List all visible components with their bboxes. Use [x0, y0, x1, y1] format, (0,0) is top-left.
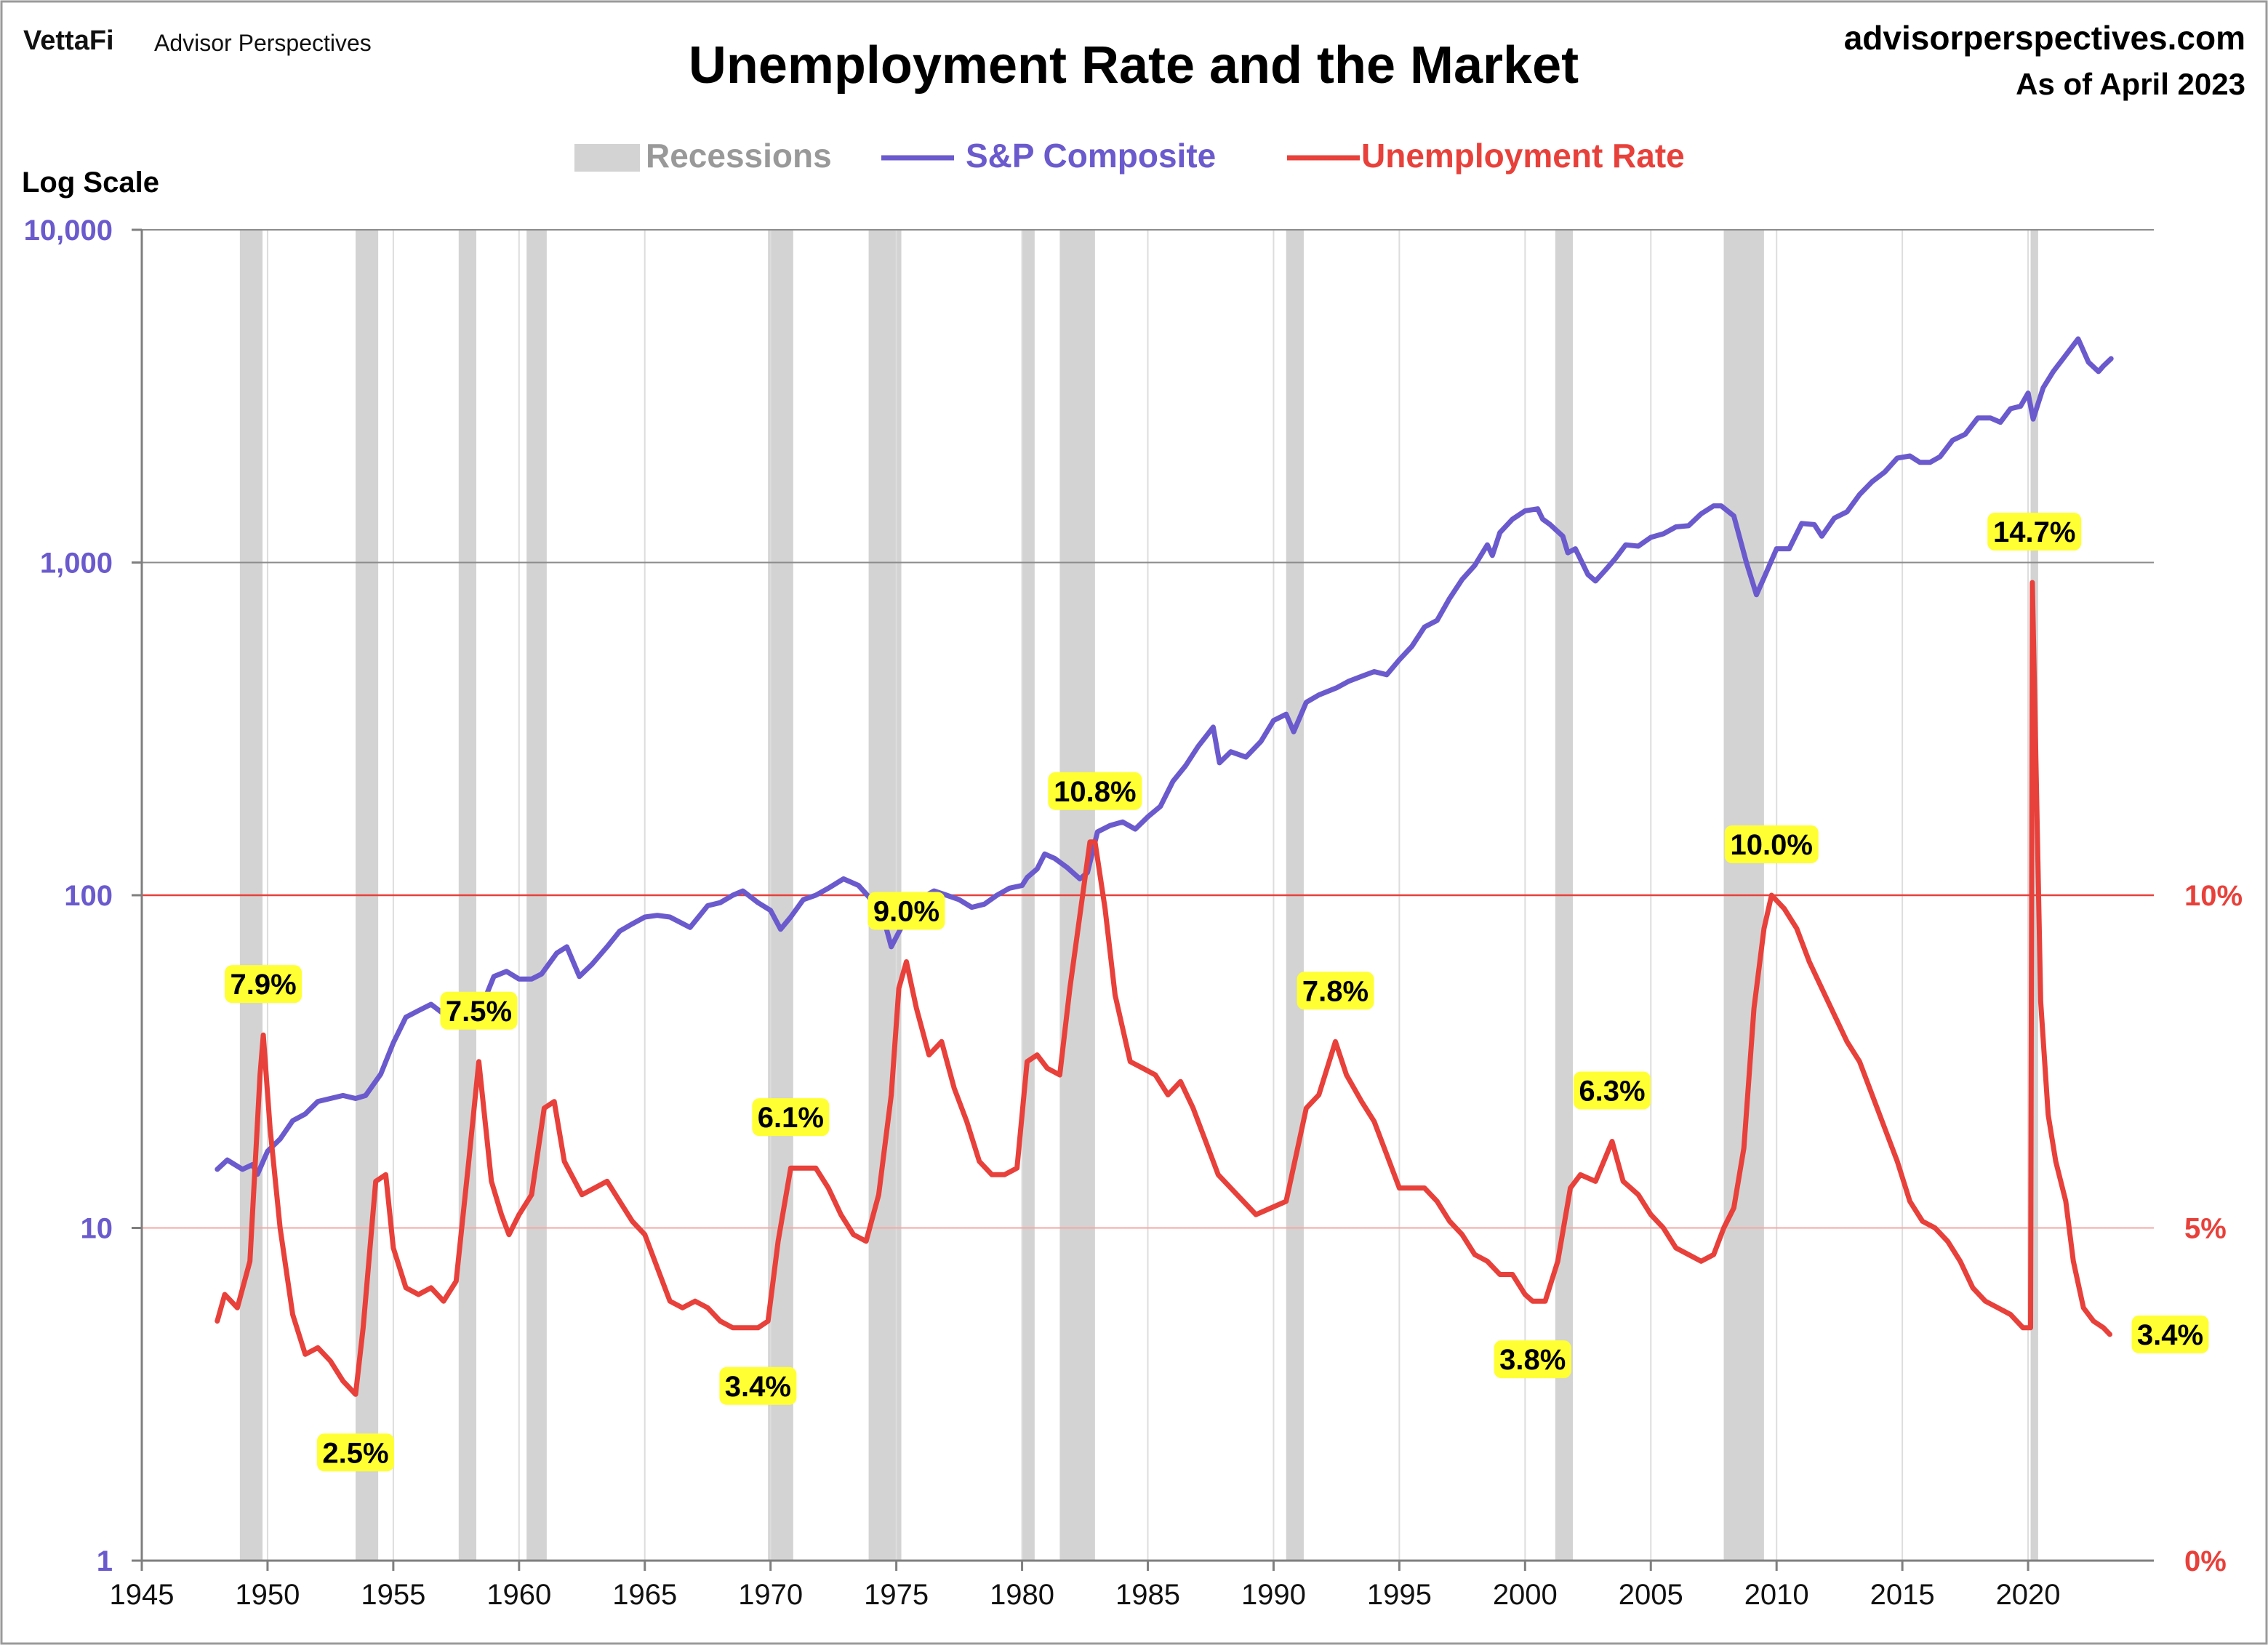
x-tick-label-1990: 1990	[1241, 1579, 1306, 1611]
x-tick-label-1965: 1965	[612, 1579, 677, 1611]
annotation-bg-5	[867, 892, 945, 930]
grid	[142, 229, 2154, 1561]
brand-subtitle: Advisor Perspectives	[154, 30, 372, 56]
brand-logo: VettaFi	[23, 25, 114, 56]
annotation-9: 6.3%	[1573, 1071, 1651, 1110]
annotation-11: 14.7%	[1987, 512, 2082, 551]
x-tick-label-2020: 2020	[1996, 1579, 2061, 1611]
x-tick-label-1995: 1995	[1367, 1579, 1432, 1611]
legend-label-unemployment-rate: Unemployment Rate	[1361, 137, 1685, 175]
annotation-label-12: 3.4%	[2137, 1319, 2203, 1351]
right-tick-label-10: 10%	[2184, 880, 2243, 912]
annotation-label-0: 7.9%	[230, 969, 296, 1001]
annotation-label-11: 14.7%	[1993, 516, 2075, 548]
annotation-5: 9.0%	[867, 892, 945, 930]
annotation-bg-0	[225, 965, 302, 1004]
site-url: advisorperspectives.com	[1844, 19, 2245, 57]
legend-label-sp-composite: S&P Composite	[966, 137, 1216, 175]
legend-swatch-recessions	[574, 144, 640, 172]
series-line-unemployment-rate	[215, 580, 2112, 1397]
right-tick-label-0: 0%	[2184, 1545, 2227, 1577]
annotations: 7.9% 2.5% 7.5% 3.4% 6.1% 9.0% 10.8% 7.8% 3.8% 6.3…	[225, 512, 2209, 1472]
annotation-label-4: 6.1%	[758, 1102, 824, 1134]
x-tick-label-2015: 2015	[1870, 1579, 1935, 1611]
page-title: Unemployment Rate and the Market	[689, 36, 1579, 95]
annotation-bg-10	[1724, 825, 1819, 863]
annotation-0: 7.9%	[225, 965, 302, 1004]
annotation-2: 7.5%	[440, 991, 518, 1030]
left-tick-label-10000: 10,000	[24, 215, 113, 247]
series	[215, 336, 2114, 1397]
annotation-bg-4	[752, 1098, 830, 1137]
annotation-bg-2	[440, 991, 518, 1030]
x-tick-label-2005: 2005	[1619, 1579, 1683, 1611]
annotation-bg-7	[1297, 972, 1374, 1010]
x-tick-label-1980: 1980	[990, 1579, 1054, 1611]
left-tick-label-10: 10	[81, 1213, 113, 1245]
x-tick-label-1970: 1970	[738, 1579, 803, 1611]
as-of-date: As of April 2023	[2016, 67, 2245, 101]
annotation-4: 6.1%	[752, 1098, 830, 1137]
annotation-3: 3.4%	[719, 1366, 797, 1405]
annotation-label-9: 6.3%	[1579, 1076, 1645, 1108]
annotation-label-8: 3.8%	[1499, 1344, 1566, 1376]
x-tick-label-1985: 1985	[1115, 1579, 1180, 1611]
annotation-label-3: 3.4%	[725, 1371, 791, 1403]
annotation-bg-11	[1987, 512, 2082, 551]
log-scale-note: Log Scale	[22, 167, 159, 199]
legend-label-recessions: Recessions	[646, 137, 832, 175]
left-tick-label-100: 100	[64, 880, 113, 912]
annotation-1: 2.5%	[316, 1433, 394, 1472]
annotation-10: 10.0%	[1724, 825, 1819, 863]
annotation-bg-6	[1048, 772, 1142, 810]
annotation-label-2: 7.5%	[446, 996, 512, 1028]
axes: 1 10 100 1,000 10,000 0% 5% 10% 1945 1950 1955 1960…	[24, 215, 2243, 1611]
annotation-bg-3	[719, 1366, 797, 1405]
x-tick-label-2000: 2000	[1493, 1579, 1558, 1611]
annotation-label-1: 2.5%	[322, 1437, 388, 1469]
annotation-12: 3.4%	[2131, 1315, 2209, 1353]
x-tick-label-1975: 1975	[864, 1579, 929, 1611]
annotation-8: 3.8%	[1494, 1340, 1571, 1379]
annotation-6: 10.8%	[1048, 772, 1142, 810]
series-line-sp-composite	[215, 336, 2114, 1177]
x-tick-label-1955: 1955	[361, 1579, 425, 1611]
annotation-label-6: 10.8%	[1054, 776, 1136, 808]
annotation-7: 7.8%	[1297, 972, 1374, 1010]
annotation-label-7: 7.8%	[1302, 975, 1369, 1007]
annotation-bg-8	[1494, 1340, 1571, 1379]
annotation-bg-9	[1573, 1071, 1651, 1110]
right-tick-label-5: 5%	[2184, 1213, 2227, 1245]
left-tick-label-1: 1	[97, 1545, 113, 1577]
x-tick-label-1960: 1960	[486, 1579, 551, 1611]
legend: Recessions S&P Composite Unemployment Ra…	[574, 137, 1685, 175]
x-tick-label-1950: 1950	[235, 1579, 300, 1611]
annotation-label-10: 10.0%	[1731, 829, 1813, 861]
annotation-bg-12	[2131, 1315, 2209, 1353]
left-tick-label-1000: 1,000	[40, 548, 113, 580]
x-tick-label-1945: 1945	[110, 1579, 175, 1611]
annotation-bg-1	[316, 1433, 394, 1472]
x-tick-label-2010: 2010	[1744, 1579, 1809, 1611]
annotation-label-5: 9.0%	[873, 896, 939, 928]
